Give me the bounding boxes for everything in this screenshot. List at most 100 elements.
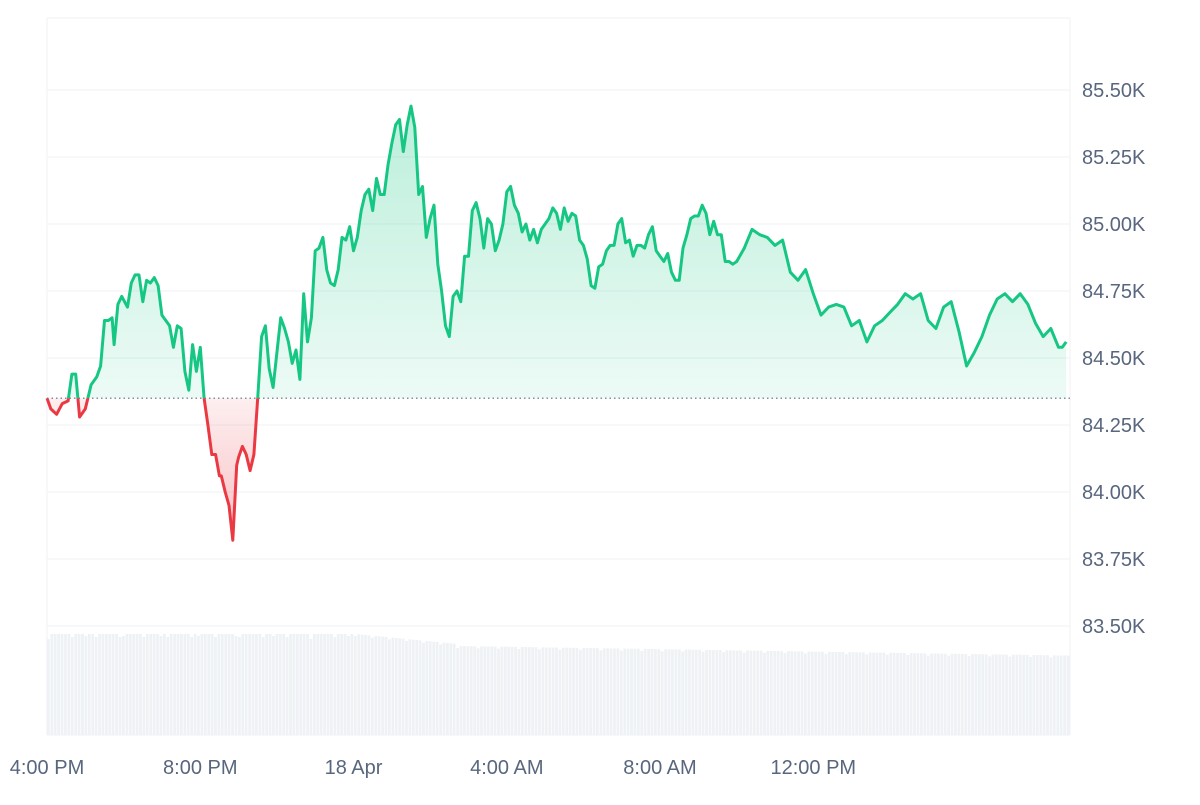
volume-bar <box>711 650 715 735</box>
volume-bar <box>742 652 746 735</box>
volume-bar <box>480 646 483 735</box>
volume-bar <box>967 656 971 735</box>
volume-bar <box>507 646 511 735</box>
volume-bar <box>769 650 773 735</box>
volume-bar <box>872 652 876 735</box>
volume-bar <box>330 634 333 735</box>
volume-bar <box>585 648 589 735</box>
volume-bar <box>60 634 64 735</box>
volume-bar <box>776 651 780 735</box>
volume-bar <box>1012 654 1015 735</box>
volume-bar <box>377 636 381 735</box>
volume-bar <box>132 634 136 735</box>
volume-bar <box>950 653 954 735</box>
volume-bar <box>858 652 862 735</box>
volume-bar <box>524 647 528 735</box>
volume-bar <box>1052 655 1056 735</box>
volume-bar <box>234 636 238 735</box>
volume-bar <box>231 634 234 735</box>
volume-bar <box>275 634 279 735</box>
volume-bar <box>861 652 865 735</box>
volume-bar <box>725 650 729 735</box>
volume-bar <box>169 634 173 735</box>
volume-bar <box>302 634 306 735</box>
volume-bar <box>930 653 933 735</box>
volume-bar <box>974 654 978 735</box>
volume-bar <box>913 653 916 735</box>
volume-bar <box>207 634 211 735</box>
volume-bar <box>613 648 616 735</box>
volume-bar <box>1029 657 1032 735</box>
volume-bar <box>558 649 562 735</box>
volume-bar <box>142 637 146 735</box>
volume-bar <box>241 634 245 735</box>
volume-bar <box>152 634 156 735</box>
volume-bar <box>541 647 545 735</box>
volume-bar <box>715 650 719 735</box>
volume-bar <box>176 634 180 735</box>
volume-bar <box>889 652 893 735</box>
volume-bar <box>691 649 695 735</box>
x-tick-label: 18 Apr <box>325 757 383 779</box>
volume-bar <box>115 634 119 735</box>
volume-bar <box>531 647 535 735</box>
volume-bar <box>156 634 159 735</box>
volume-bar <box>688 649 691 735</box>
volume-bar <box>203 634 207 735</box>
volume-bar <box>623 648 627 735</box>
volume-bar <box>381 636 384 735</box>
volume-bar <box>565 647 569 735</box>
price-area-up <box>47 106 1067 399</box>
volume-bar <box>817 651 821 735</box>
volume-bar <box>578 649 582 735</box>
volume-bar <box>660 651 664 735</box>
volume-bar <box>937 653 940 735</box>
volume-bar <box>91 634 95 735</box>
volume-bar <box>582 648 586 735</box>
volume-bar <box>179 634 183 735</box>
volume-bar <box>53 634 57 735</box>
volume-bar <box>616 648 620 735</box>
y-tick-label: 85.00K <box>1082 214 1146 236</box>
volume-bar <box>118 637 122 735</box>
volume-bar <box>766 650 770 735</box>
volume-bar <box>821 651 824 735</box>
volume-bar <box>892 652 896 735</box>
volume-bar <box>486 646 490 735</box>
volume-bar <box>780 651 783 735</box>
volume-bar <box>258 634 262 735</box>
volume-bar <box>841 652 845 735</box>
volume-bar <box>500 646 504 735</box>
volume-bar <box>609 648 613 735</box>
volume-bar <box>548 647 552 735</box>
volume-bar <box>589 648 592 735</box>
y-tick-label: 85.50K <box>1082 80 1146 102</box>
volume-bar <box>800 651 804 735</box>
volume-bar <box>759 650 763 735</box>
volume-bar <box>347 636 350 735</box>
volume-bar <box>684 649 688 735</box>
volume-bar <box>960 653 964 735</box>
volume-bar <box>272 636 275 735</box>
volume-bar <box>268 634 272 735</box>
volume-bar <box>572 647 575 735</box>
y-tick-label: 83.50K <box>1082 616 1146 638</box>
volume-bar <box>197 636 200 735</box>
volume-bar <box>94 637 98 735</box>
volume-bar <box>940 653 944 735</box>
volume-bar <box>991 654 995 735</box>
price-line-up <box>46 104 1068 399</box>
volume-bar <box>439 644 442 735</box>
volume-bar <box>896 652 899 735</box>
volume-bar <box>729 650 732 735</box>
volume-bar <box>906 655 910 735</box>
y-tick-label: 84.75K <box>1082 281 1146 303</box>
volume-bar <box>104 634 108 735</box>
volume-bar <box>544 647 548 735</box>
volume-bar <box>459 646 463 735</box>
volume-bar <box>162 634 166 735</box>
volume-bar <box>340 634 344 735</box>
volume-bar <box>879 652 882 735</box>
volume-bar <box>1066 655 1070 735</box>
volume-bar <box>261 637 265 735</box>
